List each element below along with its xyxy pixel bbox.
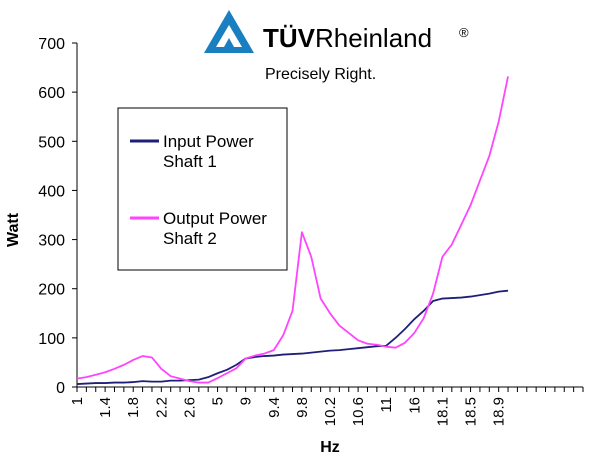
y-tick-label: 100 [38,331,65,348]
tick-layer: 0 100 200 300 400 500 600 700 1 1.4 1.8 2.2 2.6 5 9 9.4… [38,36,584,426]
y-tick-label: 0 [56,380,65,397]
x-tick-label: 5 [210,397,227,405]
x-tick-label: 10.6 [350,397,367,426]
x-tick-label: 9 [238,397,255,405]
legend: Input Power Shaft 1 Output Power Shaft 2 [117,107,288,271]
y-tick-label: 400 [38,183,65,200]
logo-brand: TÜVRheinland [263,23,432,53]
legend-label-output-power: Output Power Shaft 2 [163,209,267,248]
x-tick-label: 11 [378,397,395,413]
logo-registered: ® [459,25,469,40]
y-axis-title: Watt [5,212,22,247]
tuv-triangle-icon [204,10,254,53]
y-tick-label: 300 [38,233,65,250]
logo-brand-regular: Rheinland [315,23,432,53]
x-tick-label: 2.2 [153,397,170,418]
y-tick-label: 500 [38,134,65,151]
x-tick-label: 10.2 [322,397,339,426]
y-tick-label: 700 [38,36,65,53]
x-tick-label: 1.8 [125,397,142,418]
x-tick-label: 9.8 [294,397,311,418]
y-tick-label: 600 [38,85,65,102]
x-tick-label: 18.1 [434,397,451,426]
x-tick-label: 2.6 [181,397,198,418]
x-tick-label: 9.4 [266,397,283,418]
legend-label-input-power: Input Power Shaft 1 [163,132,254,171]
x-tick-label: 1 [69,397,86,405]
y-tick-label: 200 [38,282,65,299]
logo-brand-bold: TÜV [263,23,316,53]
logo-tagline: Precisely Right. [265,66,376,83]
series-line-output-power [76,76,509,384]
x-tick-label: 18.5 [463,397,480,426]
series-layer [76,76,509,385]
x-axis-title: Hz [320,439,340,456]
series-line-input-power [76,289,509,385]
x-tick-label: 1.4 [97,397,114,418]
x-tick-label: 18.9 [491,397,508,426]
legend-box [117,107,288,271]
logo: TÜVRheinland ® Precisely Right. [204,10,469,83]
x-tick-label: 16 [406,397,423,414]
